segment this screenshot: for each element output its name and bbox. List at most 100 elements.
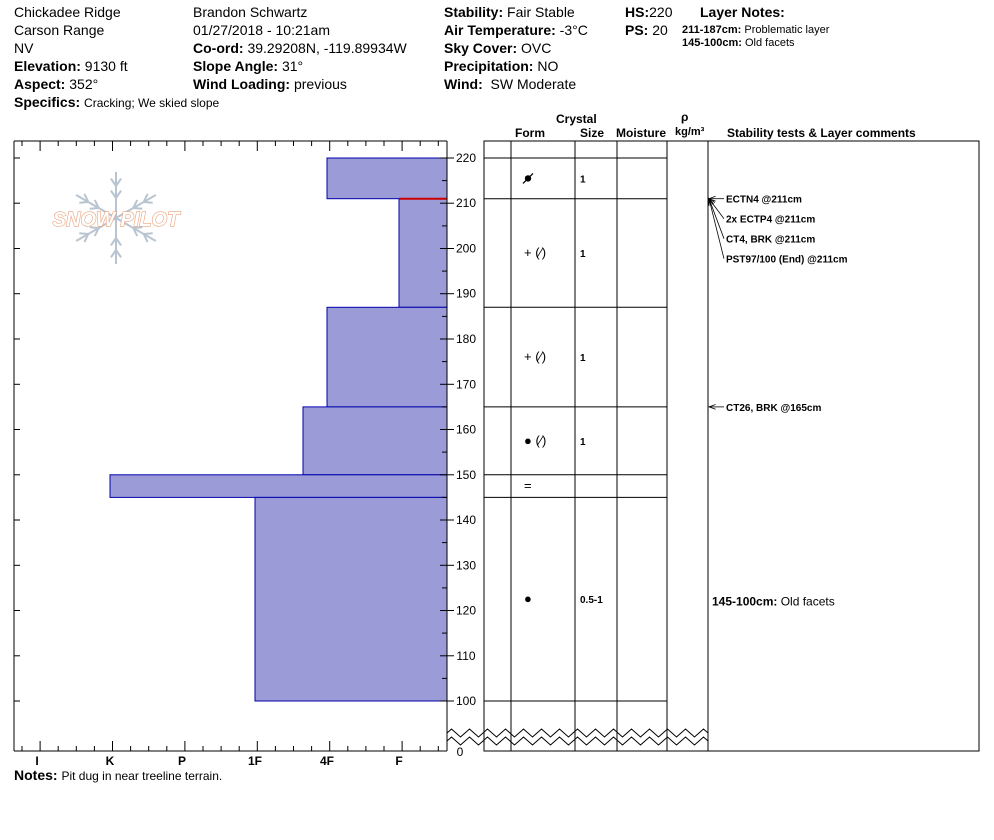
hardness-bar [109, 474, 448, 498]
test-arrow-icon [707, 197, 714, 206]
ps-value: 20 [652, 22, 668, 38]
density-unit-header: kg/m³ [675, 126, 705, 138]
hardness-tick-label: 1F [248, 754, 262, 768]
snowflake-arm [75, 194, 117, 219]
wind-loading-value: previous [293, 76, 347, 92]
elevation: Elevation: 9130 ft [14, 58, 128, 74]
crystal-size: 1 [580, 353, 586, 364]
precip-label: Precipitation: [444, 58, 534, 74]
axis-break-zigzag [446, 736, 709, 746]
hardness-bar [398, 198, 448, 308]
snowflake-branch [133, 207, 143, 210]
stability-tests: ECTN4 @211cm 2x ECTP4 @211cm CT4, BRK @211… [707, 195, 848, 609]
layer-note-range: 211-187cm: [682, 24, 742, 36]
layer-comment-range: 145-100cm: [712, 595, 781, 609]
stability-value: Fair Stable [507, 4, 575, 20]
y-tick-label: 100 [456, 694, 476, 708]
hardness-tick-label: K [106, 754, 115, 768]
snowflake-branch [93, 227, 100, 237]
wind-loading-label: Wind Loading: [193, 76, 291, 92]
snowpilot-logo-text: SNOW PILOT [53, 209, 181, 231]
slope-label: Slope Angle: [193, 58, 279, 74]
snowflake-branch [89, 226, 99, 229]
y-tick-label: 170 [456, 377, 476, 391]
snowflake-branch [142, 193, 149, 203]
y-tick-label: 130 [456, 558, 476, 572]
crystal-size: 1 [580, 249, 586, 260]
layer-note-range: 145-100cm: [682, 37, 742, 49]
crystal-size: 1 [580, 437, 586, 448]
elevation-value: 9130 ft [84, 58, 128, 74]
notes: Notes: Pit dug in near treeline terrain. [14, 767, 222, 784]
hardness-tick-label: I [35, 754, 38, 768]
crystal-header: Crystal [556, 112, 597, 126]
moisture-header: Moisture [616, 126, 667, 140]
snowflake-arm [115, 217, 157, 242]
table-border [483, 140, 980, 752]
coordinates: Co-ord: 39.29208N, -119.89934W [193, 40, 407, 56]
hardness-bars [109, 157, 448, 702]
y-tick-label: 210 [456, 196, 476, 210]
notes-label: Notes: [14, 767, 58, 783]
mountain-range: Carson Range [14, 22, 105, 38]
layer-note-text: Old facets [745, 37, 795, 49]
snowflake-branch [110, 190, 117, 199]
ps: PS: 20 [625, 22, 668, 38]
stability-test-label: CT4, BRK @211cm [726, 235, 815, 246]
y-tick-label: 190 [456, 287, 476, 301]
snowflake-branch [143, 201, 153, 204]
stability-test-label: CT26, BRK @165cm [726, 403, 821, 414]
aspect: Aspect: 352° [14, 76, 98, 92]
precipitation: Precipitation: NO [444, 58, 558, 74]
layer-note-2: 145-100cm: Old facets [682, 37, 795, 50]
state: NV [14, 40, 34, 56]
snowflake-branch [89, 207, 99, 210]
specifics: Specifics: Cracking; We skied slope [14, 94, 219, 111]
hs: HS:220 [625, 4, 672, 20]
hardness-axis: I K P 1F 4F F [35, 754, 402, 768]
airtemp-label: Air Temperature: [444, 22, 556, 38]
snowflake-branch [83, 193, 90, 203]
slope-value: 31° [281, 58, 304, 74]
observer: Brandon Schwartz [193, 4, 308, 20]
wind: Wind: SW Moderate [444, 76, 576, 92]
sky-cover: Sky Cover: OVC [444, 40, 551, 56]
snowflake-branch [79, 232, 89, 235]
snowflake-branch [110, 178, 117, 187]
crystal-form-symbol: ● [524, 591, 532, 606]
snowflake-branch [110, 237, 117, 246]
hardness-tick-label: 4F [320, 754, 334, 768]
snowflake-branch [115, 237, 122, 246]
crystal-table: 1 + (⁄) 1 + (⁄) 1 ● (⁄) 1 = ● 0.5-1 [446, 140, 980, 752]
snowflake-branch [132, 199, 139, 209]
form-header: Form [515, 126, 545, 140]
y-tick-label: 110 [456, 649, 475, 663]
crystal-form-symbol: = [524, 478, 532, 493]
hardness-bar [326, 157, 448, 200]
rho-header: ρ [681, 110, 689, 124]
slope-angle: Slope Angle: 31° [193, 58, 303, 74]
stability-label: Stability: [444, 4, 504, 20]
snowflake-branch [115, 178, 122, 187]
snowflake-branch [115, 190, 122, 199]
hs-value: 220 [649, 4, 673, 20]
air-temperature: Air Temperature: -3°C [444, 22, 588, 38]
y-tick-label: 120 [456, 604, 476, 618]
y-tick-label: 180 [456, 332, 476, 346]
sky-label: Sky Cover: [444, 40, 518, 56]
coord-label: Co-ord: [193, 40, 244, 56]
coord-value: 39.29208N, -119.89934W [247, 40, 407, 56]
crystal-size: 1 [580, 174, 586, 185]
aspect-value: 352° [69, 76, 99, 92]
notes-value: Pit dug in near treeline terrain. [61, 769, 223, 783]
crystal-form-symbol: + (⁄) [524, 245, 546, 260]
airtemp-value: -3°C [559, 22, 588, 38]
snowflake-branch [115, 249, 122, 258]
snowflake-arm [75, 217, 117, 242]
wind-label: Wind: [444, 76, 483, 92]
location-name: Chickadee Ridge [14, 4, 121, 20]
snowflake-branch [133, 226, 143, 229]
aspect-label: Aspect: [14, 76, 66, 92]
snowflake-branch [142, 233, 149, 243]
specifics-label: Specifics: [14, 94, 81, 110]
